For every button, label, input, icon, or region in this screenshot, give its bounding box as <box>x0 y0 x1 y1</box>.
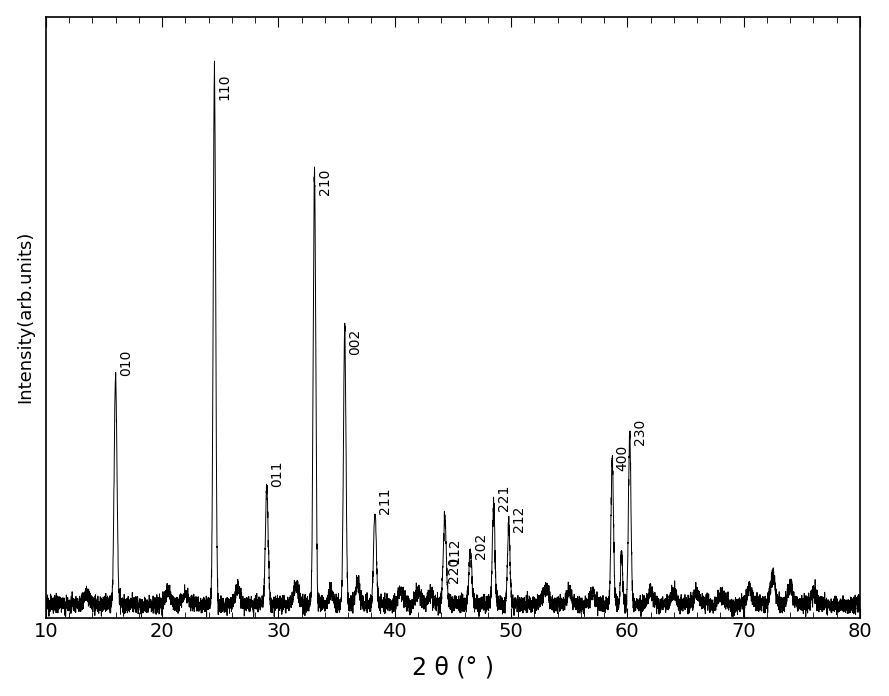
Text: 011: 011 <box>270 461 284 487</box>
Text: 220: 220 <box>447 557 461 583</box>
X-axis label: 2 θ (° ): 2 θ (° ) <box>412 656 494 679</box>
Text: 110: 110 <box>218 73 232 100</box>
Y-axis label: Intensity(arb.units): Intensity(arb.units) <box>17 231 35 403</box>
Text: 210: 210 <box>318 169 332 196</box>
Text: 211: 211 <box>379 487 392 514</box>
Text: 230: 230 <box>633 418 647 445</box>
Text: 002: 002 <box>348 329 362 354</box>
Text: 112: 112 <box>447 538 461 564</box>
Text: 400: 400 <box>615 445 629 471</box>
Text: 010: 010 <box>119 349 133 376</box>
Text: 221: 221 <box>497 485 511 512</box>
Text: 202: 202 <box>474 533 488 559</box>
Text: 212: 212 <box>512 506 526 532</box>
